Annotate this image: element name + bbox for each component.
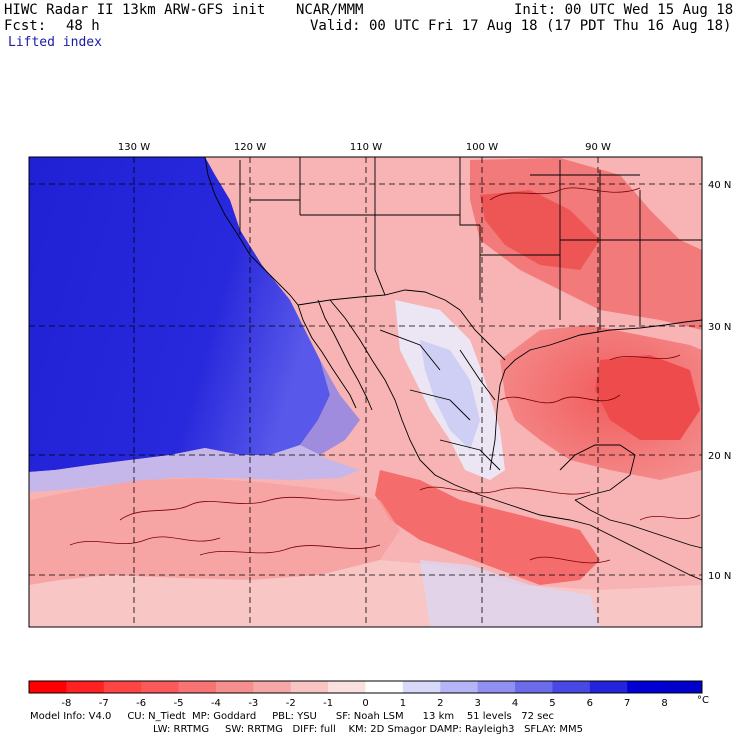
plains-core-region bbox=[480, 190, 600, 270]
colorbar-swatch bbox=[515, 681, 553, 693]
colorbar-tick-label: -5 bbox=[174, 698, 184, 709]
longitude-labels: 130 W 120 W 110 W 100 W 90 W bbox=[118, 142, 611, 153]
colorbar-swatch bbox=[402, 681, 441, 693]
lat-label-20n: 20 N bbox=[708, 451, 731, 462]
plateau-bluish-region bbox=[420, 340, 480, 450]
colorbar-labels: -8 -7 -6 -5 -4 -3 -2 -1 0 1 2 3 4 5 6 7 8 bbox=[61, 698, 667, 709]
latitude-labels: 40 N 30 N 20 N 10 N bbox=[708, 180, 731, 582]
colorbar-swatch bbox=[253, 681, 292, 693]
colorbar-swatch bbox=[477, 681, 516, 693]
init-time: Init: 00 UTC Wed 15 Aug 18 bbox=[514, 2, 734, 18]
colorbar-tick-label: -6 bbox=[136, 698, 146, 709]
colorbar-tick-label: -4 bbox=[211, 698, 221, 709]
colorbar-tick-label: 1 bbox=[400, 698, 406, 709]
colorbar-tick-label: 4 bbox=[512, 698, 518, 709]
colorbar-tick-label: 5 bbox=[549, 698, 555, 709]
colorbar-frame bbox=[28, 680, 703, 694]
colorbar-swatch bbox=[589, 681, 628, 693]
colorbar-swatch bbox=[328, 681, 366, 693]
political-boundaries bbox=[204, 156, 703, 581]
lon-label-110w: 110 W bbox=[350, 142, 382, 153]
colorbar-swatch bbox=[215, 681, 254, 693]
colorbar-tick-label: -8 bbox=[61, 698, 71, 709]
colorbar-tick-label: -7 bbox=[99, 698, 109, 709]
colorbar-unit: °C bbox=[697, 695, 709, 706]
lat-label-30n: 30 N bbox=[708, 322, 731, 333]
colorbar-swatch bbox=[103, 681, 142, 693]
colorbar-tick-label: -2 bbox=[286, 698, 296, 709]
org-label: NCAR/MMM bbox=[296, 2, 364, 18]
lat-label-40n: 40 N bbox=[708, 180, 731, 191]
lon-label-120w: 120 W bbox=[234, 142, 266, 153]
eastern-pacific-lavender bbox=[420, 560, 600, 627]
pacific-southern-fringe bbox=[29, 445, 360, 492]
colorbar-swatch bbox=[141, 681, 180, 693]
pacific-transition-region bbox=[262, 265, 360, 455]
model-info-line1: Model Info: V4.0 CU: N_Tiedt MP: Goddard… bbox=[30, 711, 555, 722]
colorbar-tick-label: 8 bbox=[661, 698, 667, 709]
gulf-core-region bbox=[595, 355, 700, 440]
southern-mexico-unstable-region bbox=[375, 470, 600, 585]
map-panel bbox=[28, 156, 703, 628]
colorbar bbox=[28, 680, 703, 694]
colorbar-swatch bbox=[552, 681, 591, 693]
valid-time: Valid: 00 UTC Fri 17 Aug 18 (17 PDT Thu … bbox=[310, 18, 732, 34]
colorbar-swatch bbox=[29, 681, 67, 693]
colorbar-swatch bbox=[290, 681, 329, 693]
colorbar-swatch bbox=[66, 681, 105, 693]
colorbar-swatch bbox=[365, 681, 404, 693]
colorbar-swatch bbox=[440, 681, 479, 693]
lat-lon-grid bbox=[29, 157, 702, 627]
tropical-pacific-region bbox=[29, 478, 400, 585]
lat-label-10n: 10 N bbox=[708, 571, 731, 582]
forecast-hour: 48 h bbox=[66, 18, 100, 34]
colorbar-swatch bbox=[178, 681, 217, 693]
colorbar-tick-label: 0 bbox=[362, 698, 368, 709]
colorbar-swatch bbox=[664, 681, 703, 693]
colorbar-tick-label: 2 bbox=[437, 698, 443, 709]
colorbar-tick-label: 3 bbox=[474, 698, 480, 709]
colorbar-tick-label: 7 bbox=[624, 698, 630, 709]
model-info-line2: LW: RRTMG SW: RRTMG DIFF: full KM: 2D Sm… bbox=[153, 724, 583, 735]
lon-label-100w: 100 W bbox=[466, 142, 498, 153]
colorbar-tick-label: -1 bbox=[323, 698, 333, 709]
lon-label-130w: 130 W bbox=[118, 142, 150, 153]
model-title: HIWC Radar II 13km ARW-GFS init bbox=[4, 2, 266, 18]
pacific-stable-region bbox=[29, 157, 330, 472]
lifted-index-contours bbox=[69, 187, 701, 564]
colorbar-swatch bbox=[627, 681, 666, 693]
colorbar-tick-label: 6 bbox=[587, 698, 593, 709]
colorbar-tick-label: -3 bbox=[248, 698, 258, 709]
field-name: Lifted index bbox=[8, 35, 102, 50]
forecast-label: Fcst: bbox=[4, 18, 47, 34]
lon-label-90w: 90 W bbox=[585, 142, 611, 153]
map-frame bbox=[28, 156, 703, 628]
